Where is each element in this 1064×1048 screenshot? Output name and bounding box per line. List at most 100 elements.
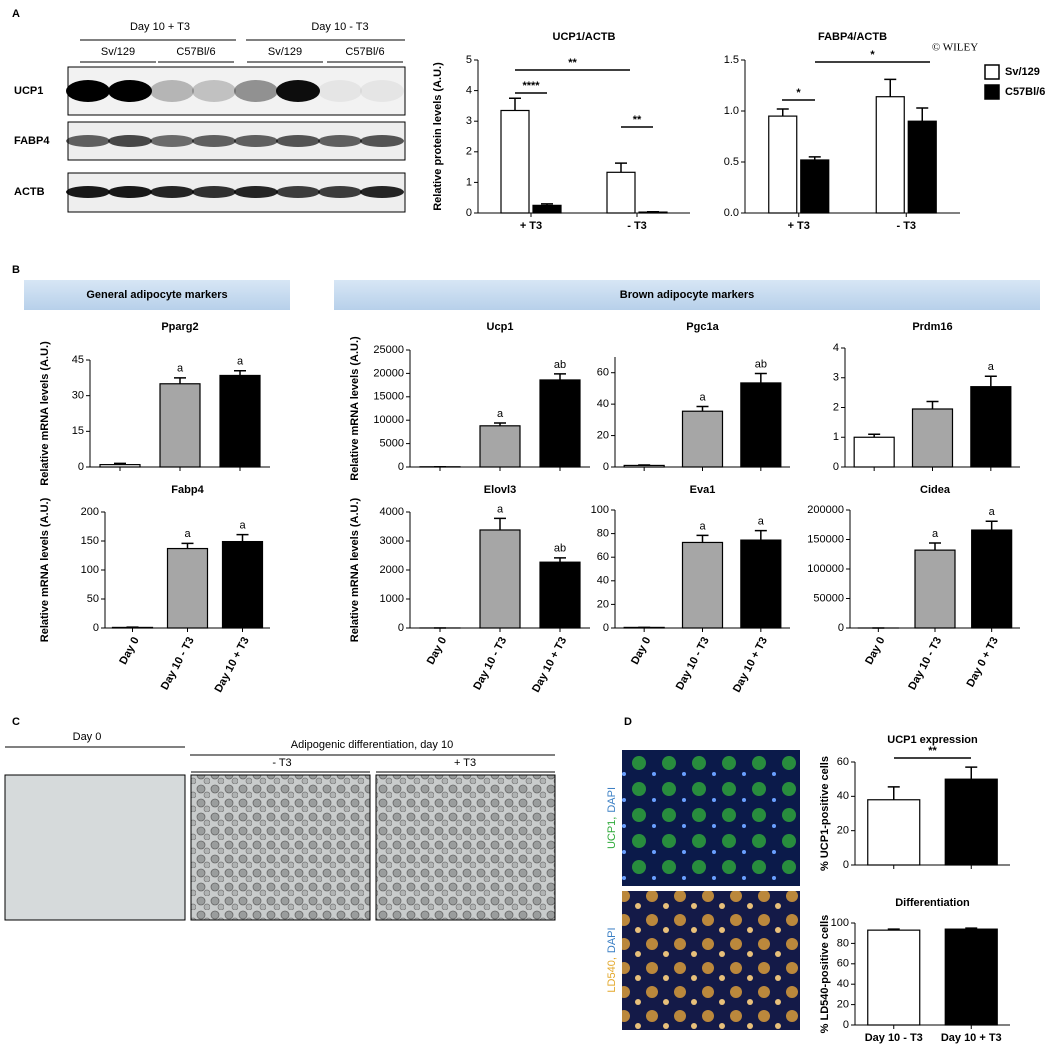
y-tick-label: 40	[837, 790, 849, 802]
section-header: General adipocyte markers	[86, 289, 227, 301]
strain-label: C57Bl/6	[176, 46, 215, 58]
y-tick-label: 100	[81, 564, 99, 576]
y-axis-label: Relative mRNA levels (A.U.)	[39, 497, 51, 642]
x-tick-label: - T3	[896, 220, 916, 232]
stain-name: DAPI	[606, 787, 618, 813]
stain-label: LD540, DAPI	[606, 927, 618, 992]
x-tick-label: Day 10 - T3	[674, 635, 712, 692]
chart-title: Pparg2	[161, 321, 198, 333]
error-bar	[494, 422, 506, 426]
error-bar	[554, 373, 566, 380]
panel-c-title: Adipogenic differentiation, day 10	[291, 739, 453, 751]
blot-band	[234, 80, 278, 102]
y-tick-label: 2	[833, 401, 839, 413]
significance-label: *	[796, 87, 801, 99]
blot-band	[66, 135, 110, 147]
y-tick-label: 3	[833, 372, 839, 384]
x-tick-label: Day 0 + T3	[965, 635, 1001, 689]
bar	[221, 540, 264, 629]
bar	[800, 159, 830, 214]
error-bar	[754, 372, 767, 383]
y-tick-label: 0	[78, 461, 84, 473]
bar	[740, 539, 782, 629]
y-tick-label: 0	[398, 461, 404, 473]
y-tick-label: 60	[597, 551, 609, 563]
y-tick-label: 5000	[380, 438, 404, 450]
section-header-box	[334, 280, 1040, 310]
error-bar	[234, 369, 246, 376]
panel-label: D	[624, 716, 632, 728]
y-tick-label: 30	[72, 390, 84, 402]
y-tick-label: 100	[591, 504, 609, 516]
blot-band	[192, 135, 236, 147]
bar	[867, 929, 921, 1026]
strain-label: Sv/129	[268, 46, 302, 58]
significance-label: ****	[522, 80, 540, 92]
significance-label: a	[239, 520, 246, 532]
blot-band	[318, 186, 362, 198]
error-bar	[754, 529, 767, 541]
error-bar	[926, 400, 939, 409]
bar	[681, 410, 724, 468]
error-bar	[985, 520, 998, 531]
y-tick-label: 0	[838, 622, 844, 634]
blot-band	[192, 186, 236, 198]
blot-band	[276, 135, 320, 147]
bar	[539, 379, 581, 468]
x-tick-label: + T3	[520, 220, 542, 232]
y-tick-label: 50000	[813, 592, 844, 604]
significance-label: a	[989, 506, 996, 518]
bar	[219, 374, 261, 468]
error-bar	[884, 78, 897, 97]
x-tick-label: Day 10 + T3	[213, 635, 252, 694]
y-tick-label: 50	[87, 593, 99, 605]
section-header-box	[24, 280, 290, 310]
y-tick-label: 150000	[807, 533, 844, 545]
legend-label: Sv/129	[1005, 66, 1040, 78]
bar	[971, 529, 1013, 629]
blot-band	[150, 135, 194, 147]
image-label: + T3	[454, 757, 476, 769]
error-bar	[494, 517, 506, 530]
blot-band	[360, 186, 404, 198]
blot-band	[276, 80, 320, 102]
y-tick-label: 2	[466, 146, 472, 158]
chart-title: Pgc1a	[686, 321, 719, 333]
y-tick-label: 0	[843, 1019, 849, 1031]
blot-band	[150, 186, 194, 198]
x-tick-label: Day 10 - T3	[906, 635, 944, 692]
stain-label: UCP1, DAPI	[606, 787, 618, 849]
blot-group-label: Day 10 + T3	[130, 21, 190, 33]
y-tick-label: 40	[597, 398, 609, 410]
y-tick-label: 25000	[373, 344, 404, 356]
bar	[166, 547, 209, 629]
bar	[914, 549, 956, 629]
blot-band	[108, 186, 152, 198]
bar	[681, 541, 724, 629]
bar	[479, 425, 521, 468]
blot-row-label: FABP4	[14, 135, 50, 147]
y-tick-label: 1.0	[724, 105, 739, 117]
bar	[911, 408, 954, 468]
significance-label: a	[497, 503, 504, 515]
blot-band	[108, 135, 152, 147]
chart-title: Eva1	[690, 484, 716, 496]
legend-swatch	[984, 64, 1000, 80]
y-tick-label: 0.0	[724, 207, 739, 219]
significance-label: a	[177, 363, 184, 375]
error-bar	[174, 377, 186, 384]
y-tick-label: 40	[597, 575, 609, 587]
significance-label: ab	[755, 358, 767, 370]
blot-band	[108, 80, 152, 102]
chart-title: Fabp4	[171, 484, 204, 496]
x-tick-label: Day 10 - T3	[471, 635, 509, 692]
error-bar	[808, 156, 821, 160]
y-tick-label: 20000	[373, 367, 404, 379]
y-tick-label: 15	[72, 425, 84, 437]
blot-band	[150, 80, 194, 102]
bar	[500, 109, 530, 214]
chart-title: Differentiation	[895, 897, 970, 909]
bar	[907, 120, 937, 214]
panel-label: B	[12, 264, 20, 276]
significance-label: **	[568, 57, 577, 69]
